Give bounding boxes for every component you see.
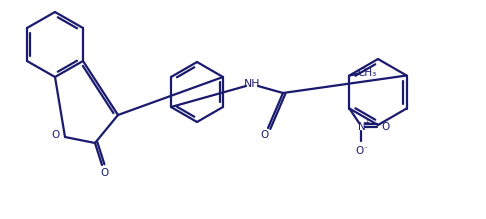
Text: NH: NH	[244, 79, 260, 89]
Text: O: O	[51, 130, 59, 140]
Text: O: O	[260, 130, 268, 140]
Text: CH₃: CH₃	[358, 67, 377, 78]
Text: O: O	[355, 147, 364, 157]
Text: +: +	[363, 118, 370, 127]
Text: ⁻: ⁻	[364, 144, 367, 153]
Text: O: O	[100, 168, 108, 178]
Text: N: N	[358, 122, 365, 131]
Text: O: O	[382, 122, 390, 131]
